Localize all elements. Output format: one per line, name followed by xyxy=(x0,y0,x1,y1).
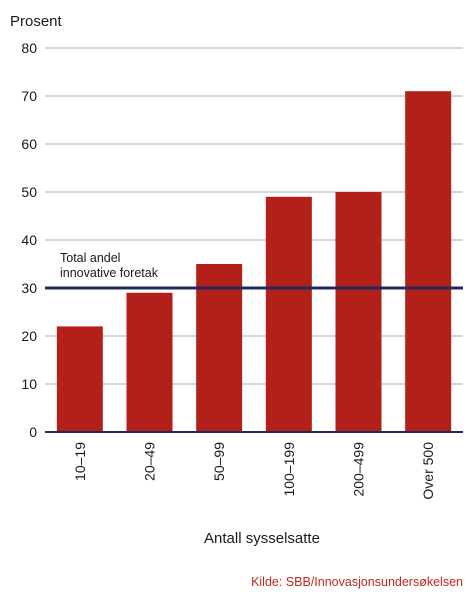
bar xyxy=(265,196,312,432)
x-tick-label: 50–99 xyxy=(211,442,227,481)
y-tick-label: 50 xyxy=(21,184,37,200)
y-tick-label: 20 xyxy=(21,328,37,344)
reference-line-group: Total andel innovative foretak xyxy=(45,251,463,290)
y-tick-labels: 0 10 20 30 40 50 60 70 80 xyxy=(21,40,37,440)
x-tick-label: 100–199 xyxy=(281,442,297,497)
bar xyxy=(126,292,173,432)
x-axis-title: Antall sysselsatte xyxy=(204,530,320,547)
x-tick-label: 200–499 xyxy=(351,442,367,497)
x-tick-label: 20–49 xyxy=(142,442,158,481)
y-tick-label: 80 xyxy=(21,40,37,56)
y-axis-title: Prosent xyxy=(10,13,63,30)
y-tick-label: 0 xyxy=(29,424,37,440)
bar xyxy=(335,192,382,432)
reference-line-label-1: Total andel xyxy=(60,251,120,265)
bar xyxy=(405,91,452,432)
bar xyxy=(196,264,243,432)
x-tick-label: Over 500 xyxy=(420,442,436,500)
source-note: Kilde: SBB/Innovasjonsundersøkelsen xyxy=(251,575,463,589)
y-tick-label: 60 xyxy=(21,136,37,152)
y-tick-label: 70 xyxy=(21,88,37,104)
x-tick-label: 10–19 xyxy=(72,442,88,481)
bar xyxy=(56,326,103,432)
y-tick-label: 30 xyxy=(21,280,37,296)
x-tick-labels: 10–19 20–49 50–99 100–199 200–499 Over 500 xyxy=(72,442,436,500)
y-tick-label: 10 xyxy=(21,376,37,392)
y-tick-label: 40 xyxy=(21,232,37,248)
reference-line-label-2: innovative foretak xyxy=(60,266,159,280)
gridlines xyxy=(45,47,463,385)
bars xyxy=(56,91,452,432)
